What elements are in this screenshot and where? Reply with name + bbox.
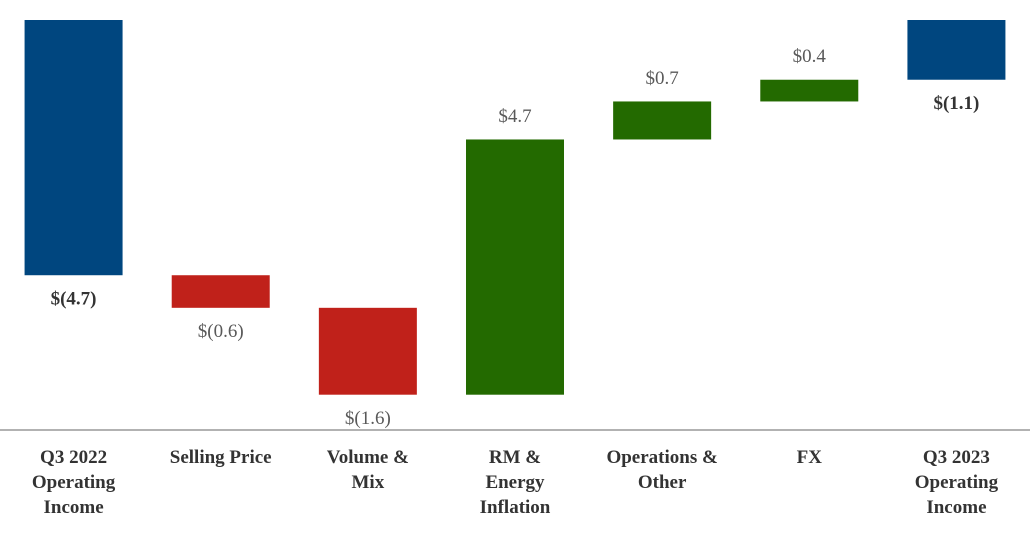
bar (613, 101, 712, 140)
bar (24, 20, 123, 276)
value-label: $0.4 (793, 46, 827, 67)
value-label: $0.7 (646, 68, 679, 89)
x-tick-label: Selling Price (169, 447, 272, 468)
value-label: $(4.7) (51, 289, 97, 310)
x-tick-label: RM & Energy Inflation (479, 447, 551, 518)
bar (318, 307, 417, 395)
value-label: $(1.6) (345, 408, 391, 429)
value-label: $(1.1) (933, 93, 979, 114)
x-tick-label: Q3 2023 Operating Income (914, 447, 999, 518)
bar (907, 20, 1006, 80)
value-label: $(0.6) (198, 321, 244, 342)
bar (760, 79, 859, 102)
bar (466, 139, 564, 395)
x-tick-label: FX (796, 447, 822, 468)
x-tick-label: Q3 2022 Operating Income (31, 447, 116, 518)
x-tick-label: Volume & Mix (326, 447, 409, 493)
bar (171, 275, 270, 308)
x-tick-label: Operations & Other (606, 447, 718, 493)
value-label: $4.7 (498, 106, 531, 127)
